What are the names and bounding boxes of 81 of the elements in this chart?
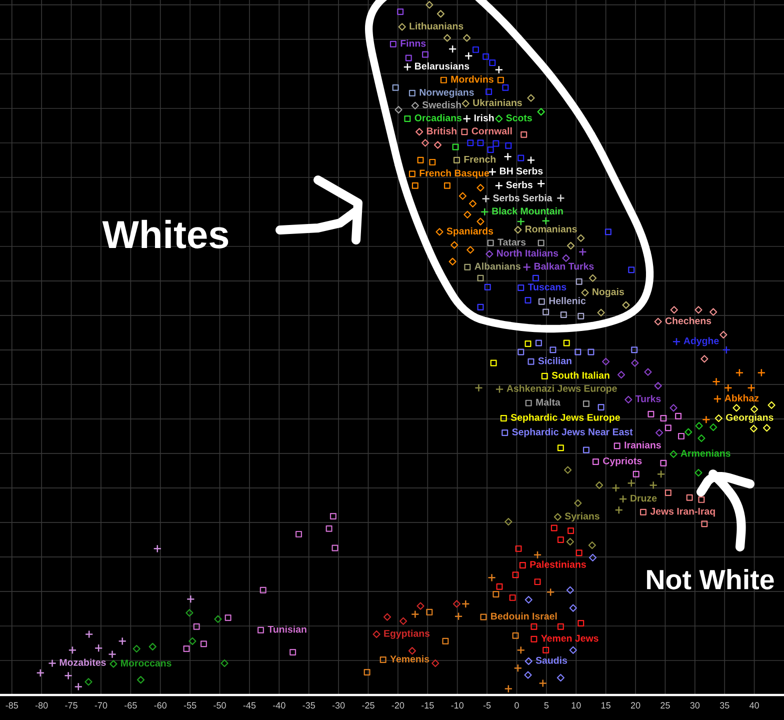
x-tick-label: -75 [65, 702, 78, 709]
series-label: Armenians [680, 450, 730, 457]
series-label: Nogais [592, 288, 624, 298]
series-label: Malta [536, 398, 560, 406]
x-tick-label: -55 [184, 702, 196, 709]
series-label: Georgians [726, 414, 774, 423]
series-label: Orcadians [414, 114, 462, 122]
series-label: South Italian [552, 372, 610, 379]
series-label: Serbs [506, 181, 532, 188]
series-label: Syrians [564, 512, 600, 522]
series-label: North Italians [497, 249, 558, 257]
series-label: Scots [506, 114, 532, 122]
x-tick-label: 0 [514, 702, 519, 709]
x-tick-label: 25 [660, 702, 670, 709]
series-label: Abkhaz [724, 394, 759, 402]
series-label: Irish [474, 114, 494, 122]
annotation: Whites [102, 220, 228, 248]
series-label: Mozabites [60, 658, 106, 666]
x-tick-label: 40 [749, 702, 759, 709]
series-label: Yemenis [390, 655, 430, 662]
series-label: Ukrainians [473, 98, 522, 106]
series-label: Serbs Serbia [493, 194, 552, 202]
series-label: British [426, 127, 456, 134]
x-tick-label: -45 [243, 702, 256, 709]
series-label: Cypriots [603, 457, 642, 466]
series-label: Turks [635, 395, 661, 402]
x-tick-label: -40 [273, 702, 286, 709]
x-tick-label: 15 [601, 702, 610, 709]
x-tick-label: -15 [422, 702, 434, 709]
series-label: Finns [400, 40, 426, 47]
series-label: Yemen Jews [541, 634, 598, 642]
series-label: French [464, 156, 496, 163]
series-label: Lithuanians [410, 22, 464, 30]
series-label: Druze [630, 494, 657, 502]
x-tick-label: 35 [720, 702, 730, 709]
x-tick-label: -80 [35, 702, 48, 709]
series-label: Cornwall [472, 127, 512, 134]
series-label: Iranians [624, 441, 661, 448]
series-label: Tuscans [528, 284, 566, 290]
series-label: Tunisian [268, 626, 306, 633]
series-label: Chechens [665, 317, 712, 324]
x-tick-label: -70 [94, 702, 108, 709]
series-label: Sephardic Jews Europe [510, 414, 620, 423]
x-tick-label: -20 [392, 702, 404, 709]
x-tick-label: -85 [6, 702, 18, 709]
series-label: Jews Iran-Iraq [650, 508, 715, 517]
series-label: Palestinians [530, 560, 586, 568]
series-label: Spaniards [446, 227, 494, 236]
x-tick-label: 20 [630, 702, 640, 709]
series-label: Bedouin Israel [491, 612, 557, 620]
series-label: Romanians [526, 225, 577, 232]
x-tick-label: -10 [451, 702, 464, 709]
series-label: Moroccans [121, 660, 172, 667]
annotation: Not White [647, 569, 774, 590]
x-tick-label: -5 [483, 702, 491, 709]
series-label: Balkan Turks [534, 262, 594, 270]
series-label: Albanians [474, 262, 520, 270]
x-tick-label: -60 [154, 702, 167, 709]
series-label: Saudis [536, 656, 568, 664]
series-label: Sicilian [538, 357, 572, 364]
x-tick-label: -50 [214, 702, 226, 709]
x-tick-label: -25 [362, 702, 374, 709]
x-tick-label: 10 [572, 702, 581, 709]
series-label: BH Serbs [500, 167, 543, 174]
series-label: Tatars [498, 238, 526, 246]
series-label: Black Mountain [492, 207, 563, 214]
series-label: Mordvins [451, 76, 494, 83]
series-label: Egyptians [384, 630, 430, 639]
series-label: Norwegians [420, 88, 474, 98]
x-tick-label: -30 [332, 702, 345, 709]
series-label: French Basque [420, 169, 490, 178]
series-label: Swedish [422, 101, 461, 108]
series-label: Ashkenazi Jews Europe [506, 384, 617, 394]
x-tick-label: -65 [124, 702, 137, 709]
series-label: Sephardic Jews Near East [512, 428, 633, 438]
series-label: Adyghe [684, 337, 719, 346]
x-tick-label: -35 [302, 702, 315, 709]
series-label: Belarusians [415, 62, 470, 70]
x-tick-label: 30 [690, 702, 700, 709]
series-label: Hellenic [549, 297, 586, 304]
x-tick-label: 5 [544, 702, 549, 709]
